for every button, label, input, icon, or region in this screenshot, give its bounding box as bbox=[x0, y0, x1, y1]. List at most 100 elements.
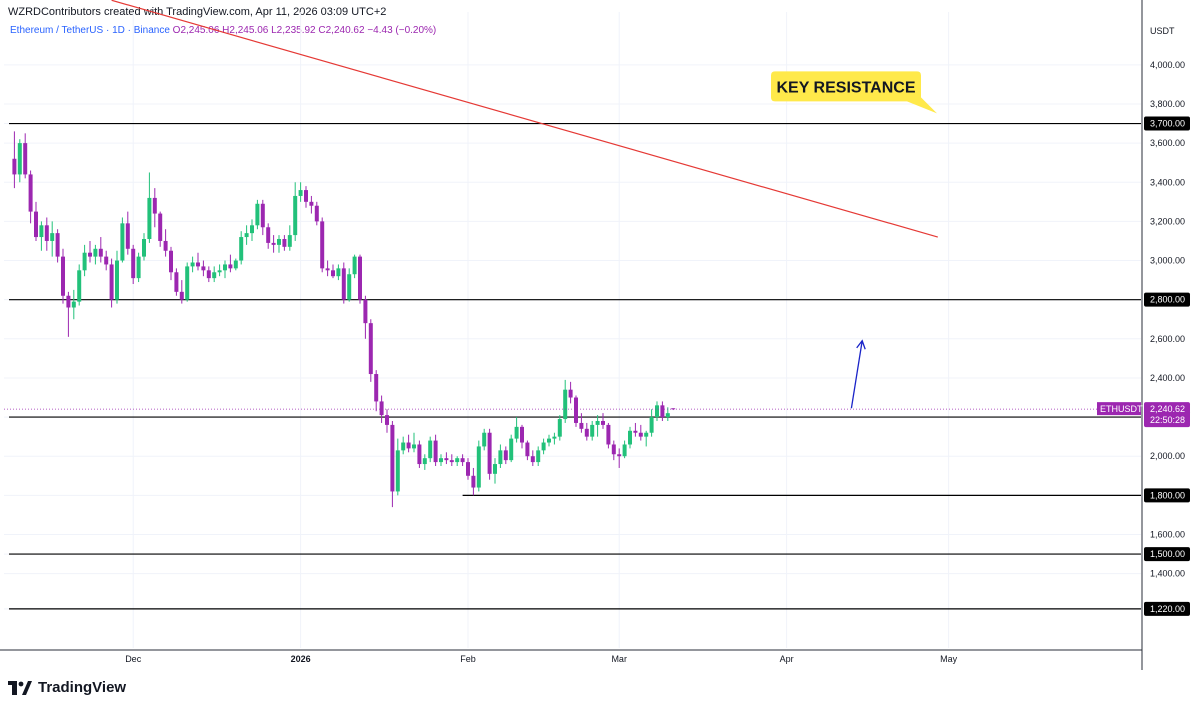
candle-body bbox=[525, 442, 530, 457]
candle-body bbox=[644, 432, 649, 437]
candle-body bbox=[466, 462, 470, 476]
candle-body bbox=[23, 143, 28, 175]
symbol-tag bbox=[1097, 402, 1141, 416]
level-price-label: 1,220.00 bbox=[1150, 604, 1185, 614]
candle-body bbox=[212, 272, 217, 279]
candle-body bbox=[433, 440, 438, 463]
candle-body bbox=[471, 475, 476, 488]
price-tick-label: 1,600.00 bbox=[1150, 529, 1185, 539]
candle-body bbox=[633, 430, 638, 433]
candle-body bbox=[455, 458, 460, 463]
projection-arrow-head bbox=[856, 339, 866, 350]
candle-body bbox=[255, 203, 260, 226]
candle-body bbox=[125, 223, 130, 249]
tradingview-logo[interactable]: TradingView bbox=[8, 679, 126, 696]
candle-body bbox=[331, 270, 335, 277]
candle-body bbox=[271, 242, 276, 245]
level-price-tag bbox=[1144, 488, 1190, 503]
candle-body bbox=[233, 260, 238, 269]
candle-body bbox=[590, 424, 595, 437]
candle-body bbox=[390, 424, 395, 492]
candle-body bbox=[314, 205, 319, 222]
candle-body bbox=[115, 260, 119, 300]
candle-body bbox=[293, 195, 298, 236]
candle-body bbox=[341, 268, 346, 300]
candle-body bbox=[498, 450, 503, 465]
candle-body bbox=[304, 190, 308, 202]
candle-body bbox=[120, 223, 125, 261]
candle-body bbox=[493, 464, 497, 474]
candle-body bbox=[606, 424, 611, 445]
candle-body bbox=[428, 440, 433, 459]
candle-body bbox=[417, 444, 422, 465]
candle-body bbox=[309, 201, 314, 206]
candle-body bbox=[44, 225, 49, 241]
time-tick-label: May bbox=[940, 654, 958, 664]
candle-body bbox=[250, 225, 254, 234]
candle-body bbox=[385, 415, 389, 425]
callout-bubble bbox=[771, 71, 937, 114]
time-axis[interactable]: Dec 2026 Feb Mar Apr May bbox=[0, 649, 1142, 664]
candle-body bbox=[439, 458, 443, 463]
brand-label: TradingView bbox=[38, 679, 127, 696]
candle-body bbox=[622, 444, 627, 457]
level-price-label: 1,500.00 bbox=[1150, 549, 1185, 559]
candle-body bbox=[628, 430, 632, 445]
price-tick-label: 4,000.00 bbox=[1150, 60, 1185, 70]
symbol-label[interactable]: Ethereum / TetherUS · 1D · Binance bbox=[10, 25, 170, 36]
candle-body bbox=[584, 428, 589, 437]
open-value: O2,245.06 bbox=[172, 25, 220, 36]
time-tick-label: Feb bbox=[460, 654, 476, 664]
candle-body bbox=[563, 389, 568, 420]
candle-body bbox=[277, 239, 281, 245]
candle-body bbox=[71, 301, 76, 308]
time-tick-label: 2026 bbox=[291, 654, 311, 664]
candle-body bbox=[50, 233, 55, 241]
candle-body bbox=[487, 432, 492, 474]
level-price-tag bbox=[1144, 601, 1190, 616]
candle-body bbox=[336, 268, 341, 277]
candle-body bbox=[152, 197, 157, 214]
candle-body bbox=[244, 233, 249, 238]
candle-body bbox=[509, 438, 514, 461]
resistance-trendline bbox=[111, 0, 938, 238]
time-tick-label: Mar bbox=[611, 654, 627, 664]
candle-body bbox=[298, 190, 303, 196]
tradingview-logo-icon bbox=[8, 680, 32, 695]
candle-body bbox=[82, 252, 87, 271]
candle-body bbox=[460, 458, 465, 463]
chart-credit: WZRDContributors created with TradingVie… bbox=[8, 6, 387, 18]
candle-body bbox=[66, 295, 71, 308]
candle-body bbox=[422, 458, 427, 465]
price-tick-label: 3,400.00 bbox=[1150, 177, 1185, 187]
horizontal-levels bbox=[9, 122, 1141, 610]
candle-body bbox=[530, 456, 535, 463]
current-price-tag bbox=[1144, 402, 1190, 428]
candles bbox=[12, 131, 676, 508]
candle-body bbox=[98, 248, 103, 257]
candle-body bbox=[217, 270, 222, 273]
candle-body bbox=[266, 227, 271, 243]
candle-body bbox=[61, 256, 65, 296]
candle-body bbox=[649, 417, 654, 433]
candle-body bbox=[88, 252, 92, 257]
candle-body bbox=[574, 397, 578, 423]
high-value: H2,245.06 bbox=[222, 25, 269, 36]
candle-body bbox=[28, 174, 33, 212]
candle-body bbox=[660, 405, 665, 418]
candle-body bbox=[320, 221, 325, 269]
candle-body bbox=[239, 237, 244, 261]
candle-body bbox=[503, 450, 508, 461]
candle-body bbox=[136, 256, 141, 279]
candle-body bbox=[617, 454, 622, 457]
candle-body bbox=[196, 262, 200, 267]
currency-label: USDT bbox=[1150, 26, 1175, 36]
current-price-label: 2,240.62 bbox=[1150, 404, 1185, 414]
candle-body bbox=[552, 436, 557, 439]
candle-body bbox=[109, 264, 114, 300]
candle-body bbox=[541, 442, 546, 451]
price-axis[interactable]: USDT 1,400.00 1,600.00 2,000.00 2,400.00 2,60… bbox=[1097, 0, 1190, 670]
level-price-tag bbox=[1144, 547, 1190, 562]
candle-body bbox=[179, 291, 184, 300]
